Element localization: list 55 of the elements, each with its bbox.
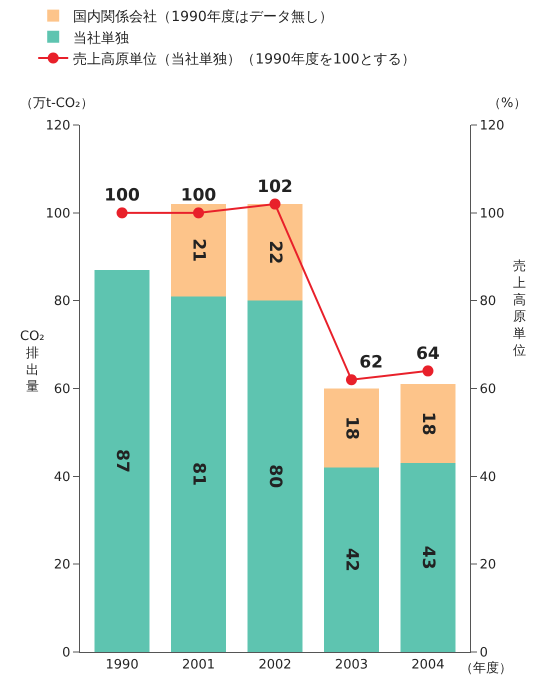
y-tick-label: 0 (62, 646, 70, 661)
bar (94, 270, 150, 652)
data-label: 22 (265, 240, 285, 264)
data-label: 100 (104, 186, 140, 206)
bar (171, 296, 226, 652)
text: （万t-CO₂） (20, 96, 94, 111)
y-tick-label: 20 (54, 558, 70, 573)
data-label: 80 (265, 464, 285, 488)
x-tick-label: 2001 (182, 658, 216, 673)
legend-label: 当社単独 (73, 30, 130, 46)
y2-tick-label: 0 (480, 646, 488, 661)
data-label: 42 (341, 548, 362, 572)
y-tick-label: 80 (54, 294, 70, 310)
text: （%） (488, 96, 526, 111)
y2-tick-label: 100 (480, 206, 504, 222)
legend-label: 国内関係会社（1990年度はデータ無し） (73, 9, 333, 26)
bar (400, 384, 456, 464)
data-label: 43 (418, 546, 438, 570)
text: （年度） (460, 660, 512, 676)
point (193, 207, 204, 218)
y2-tick-label: 80 (480, 294, 496, 310)
x-tick-label: 1990 (106, 658, 139, 673)
bar (324, 388, 379, 468)
y-tick-label: 60 (54, 382, 70, 398)
point (270, 198, 280, 210)
point (346, 374, 357, 386)
x-tick-label: 2003 (334, 658, 368, 673)
y2-tick-label: 60 (480, 382, 496, 398)
data-label: 81 (188, 462, 209, 486)
bar (247, 300, 303, 652)
y2-tick-label: 120 (480, 118, 504, 134)
x-tick-label: 2002 (258, 658, 292, 673)
point (116, 207, 128, 218)
y2-tick-label: 20 (480, 558, 496, 573)
y-tick-label: 120 (46, 118, 70, 134)
bar (400, 463, 456, 652)
data-label: 18 (341, 416, 362, 440)
y-axis-title: CO₂排出量 (20, 329, 45, 395)
y2-tick-label: 40 (480, 470, 496, 485)
data-label: 64 (416, 344, 440, 364)
data-label: 21 (188, 238, 209, 262)
point (422, 365, 434, 376)
bar (171, 204, 226, 296)
data-label: 62 (359, 352, 384, 373)
data-label: 18 (418, 412, 438, 436)
y-tick-label: 100 (46, 206, 70, 222)
data-label: 87 (112, 449, 132, 473)
data-label: 100 (180, 186, 216, 206)
y-tick-label: 40 (54, 470, 70, 485)
bar (324, 468, 379, 652)
data-label: 102 (257, 176, 293, 197)
legend-label: 売上高原単位（当社単独）（1990年度を100とする） (73, 51, 416, 68)
y2-axis-title: 売上高原単位 (513, 259, 526, 358)
x-tick-label: 2004 (411, 658, 444, 673)
bar (247, 204, 303, 301)
